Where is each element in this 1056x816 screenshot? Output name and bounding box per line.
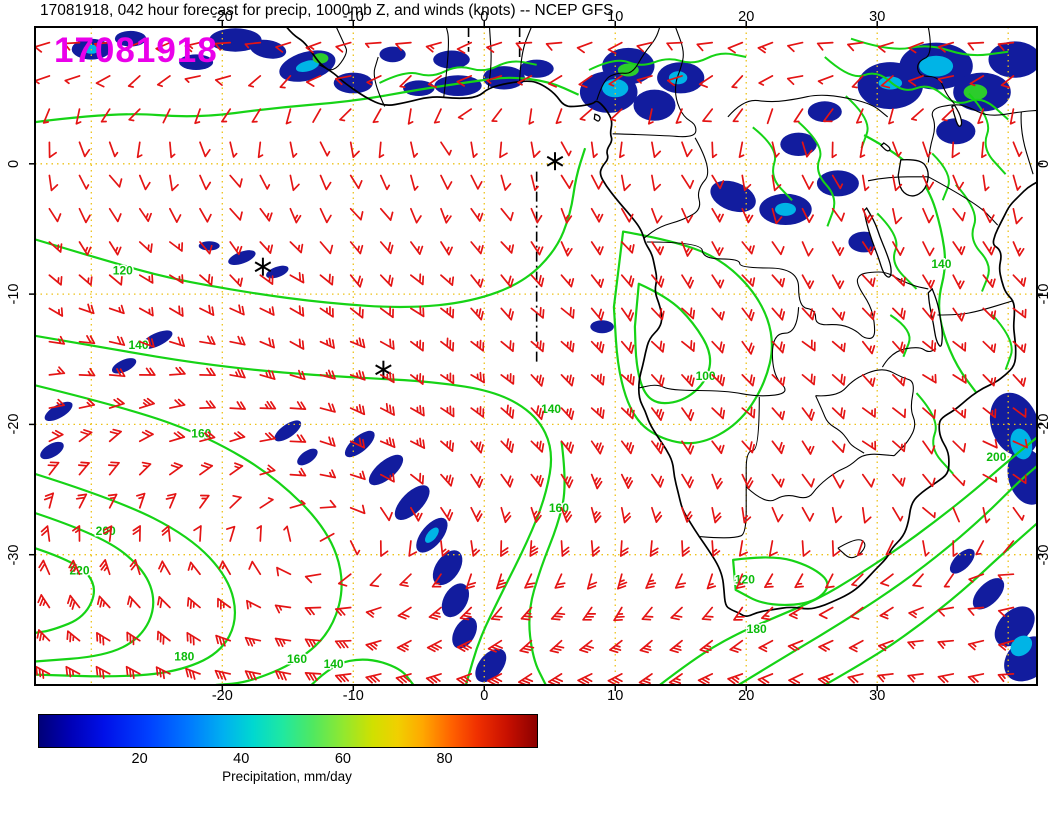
colorbar-tick-label: 40	[233, 751, 250, 767]
x-tick-label-bottom: -20	[211, 688, 233, 704]
contour-label: 220	[69, 563, 89, 577]
x-tick-label-bottom: 10	[607, 688, 624, 704]
contour-layer	[35, 37, 1037, 685]
contour-label: 100	[696, 369, 716, 383]
contour-label: 140	[541, 402, 561, 416]
colorbar-tick-label: 60	[334, 751, 351, 767]
contour-label: 160	[191, 427, 211, 441]
x-tick-label-bottom: -10	[342, 688, 364, 704]
timestamp-overlay: 17081918	[54, 31, 218, 70]
x-tick-label-top: -20	[211, 9, 233, 25]
colorbar-tick-label: 80	[436, 751, 453, 767]
contour-label: 160	[287, 652, 307, 666]
forecast-map-svg: 1201401401601601601802002201401001401201…	[29, 21, 1043, 691]
contour-label: 180	[174, 649, 194, 663]
contour-label: 120	[113, 264, 133, 278]
map-frame	[29, 21, 1043, 691]
y-tick-label-right: 0	[1036, 159, 1052, 168]
y-tick-label-right: -30	[1036, 544, 1052, 566]
wind-barb-layer	[35, 41, 1028, 685]
y-tick-label-left: -20	[6, 413, 22, 435]
x-tick-label-top: 20	[738, 9, 755, 25]
y-tick-label-right: -20	[1036, 413, 1052, 435]
contour-label: 200	[96, 524, 116, 538]
x-tick-label-bottom: 30	[869, 688, 886, 704]
x-tick-label-top: 10	[607, 9, 624, 25]
analysis-marker	[254, 261, 272, 273]
colorbar-tick-label: 20	[131, 751, 148, 767]
analysis-marker	[546, 155, 564, 167]
map-plot: 120 140 140 160 160 160 180 200 220 140 100 140 120 1…	[29, 21, 1043, 691]
precip-layer	[40, 28, 1037, 683]
contour-label: 180	[747, 622, 767, 636]
chart-title: 17081918, 042 hour forecast for precip, …	[40, 2, 614, 19]
contour-label: 140	[931, 257, 951, 271]
contour-label: 140	[324, 657, 344, 671]
x-tick-label-top: 0	[480, 9, 489, 25]
contour-label: 160	[549, 501, 569, 515]
y-tick-label-left: -30	[6, 544, 22, 566]
contour-label: 140	[128, 338, 148, 352]
contour-label: 200	[986, 450, 1006, 464]
border-layer	[318, 27, 1037, 559]
colorbar	[38, 714, 538, 748]
y-tick-label-left: -10	[6, 283, 22, 305]
x-tick-label-bottom: 20	[738, 688, 755, 704]
colorbar-caption: Precipitation, mm/day	[222, 769, 352, 784]
y-tick-label-right: -10	[1036, 283, 1052, 305]
x-tick-label-bottom: 0	[480, 688, 489, 704]
x-tick-label-top: 30	[869, 9, 886, 25]
coastline-layer	[285, 27, 1037, 617]
x-tick-label-top: -10	[342, 9, 364, 25]
y-tick-label-left: 0	[6, 159, 22, 168]
analysis-marker	[375, 364, 392, 376]
